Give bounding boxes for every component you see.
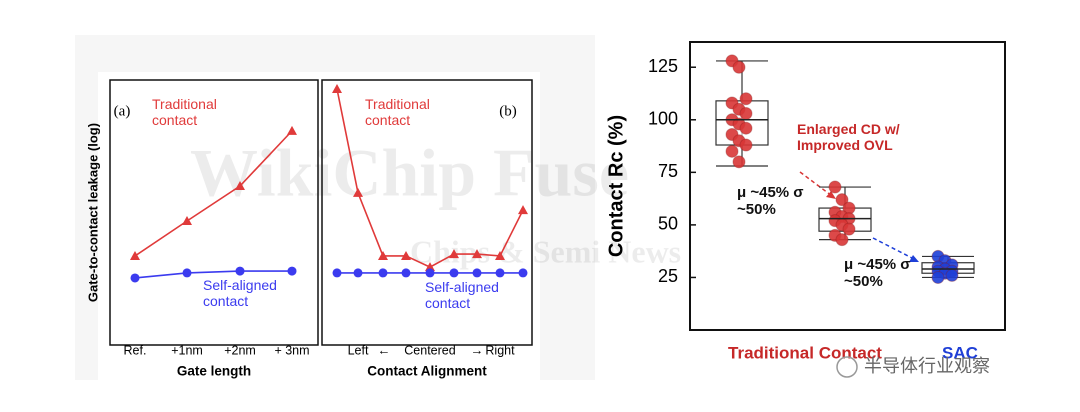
point (835, 233, 849, 247)
plot-frame (109, 79, 319, 346)
arrow-head (909, 255, 919, 262)
plot-frame (689, 41, 1006, 331)
series-label: Traditional contact (365, 96, 430, 129)
point (739, 92, 753, 106)
y-tick-label: 100 (648, 109, 678, 129)
x-arrow: → (471, 342, 484, 357)
y-tick-label: 25 (658, 266, 678, 286)
marker (182, 268, 192, 278)
x-tick-label: +2nm (224, 343, 256, 357)
x-axis-label: Gate length (177, 364, 251, 379)
right-figure-background (595, 35, 1012, 380)
marker (425, 262, 435, 272)
marker (235, 181, 245, 190)
point (945, 268, 959, 282)
x-tick-label: Traditional Contact (728, 343, 882, 362)
x-tick-label: Ref. (124, 343, 147, 357)
marker (130, 250, 140, 260)
marker (449, 249, 459, 259)
footer: 半导体行业观察 (864, 356, 990, 376)
point (739, 121, 753, 135)
y-tick-label: 125 (648, 56, 678, 76)
point (725, 144, 739, 158)
x-tick-label: + 3nm (274, 343, 309, 357)
marker (472, 268, 482, 278)
y-axis-label: Contact Rc (%) (605, 115, 627, 257)
plot-frame (321, 79, 533, 346)
marker (401, 250, 411, 260)
x-tick-label: SAC (942, 343, 978, 362)
marker (332, 84, 342, 94)
marker (353, 268, 363, 278)
marker (378, 250, 388, 260)
marker (287, 125, 297, 135)
panel-label: (a) (114, 103, 131, 119)
series-label: Traditional contact (152, 96, 217, 129)
point (732, 155, 746, 169)
arrow-head (826, 191, 836, 199)
annotation: μ ~45% σ ~50% (844, 256, 911, 291)
x-tick-label: Centered (404, 343, 455, 357)
y-tick-label: 75 (658, 161, 678, 181)
marker (472, 249, 482, 259)
point (739, 106, 753, 120)
wechat-icon (836, 356, 858, 378)
marker (518, 205, 528, 215)
marker (495, 268, 505, 278)
annotation: μ ~45% σ ~50% (737, 184, 804, 219)
series-line (134, 130, 293, 257)
marker (495, 250, 505, 260)
x-tick-label: Left (348, 343, 369, 357)
panel-label: (b) (499, 103, 517, 119)
marker (182, 215, 192, 225)
left-figure-background (98, 72, 540, 384)
marker (378, 268, 388, 278)
point (842, 222, 856, 236)
y-axis-label: Gate-to-contact leakage (log) (85, 123, 100, 302)
point (835, 193, 849, 207)
marker (287, 266, 297, 276)
watermark: Chips & Semi News (410, 233, 681, 269)
series-label: Self-aligned contact (203, 277, 277, 310)
annotation: Enlarged CD w/ Improved OVL (797, 121, 900, 154)
x-axis-label: Contact Alignment (367, 364, 487, 379)
marker (235, 266, 245, 276)
point (828, 180, 842, 194)
marker (130, 273, 140, 283)
marker (425, 268, 435, 278)
y-tick-label: 50 (658, 214, 678, 234)
x-tick-label: Right (485, 343, 515, 357)
point (732, 60, 746, 74)
x-arrow: ← (378, 342, 391, 357)
arrow (872, 237, 915, 260)
watermark: WikiChip Fuse (190, 135, 629, 211)
marker (518, 268, 528, 278)
series-label: Self-aligned contact (425, 279, 499, 312)
marker (353, 187, 363, 197)
marker (449, 268, 459, 278)
series-line (134, 270, 292, 279)
point (739, 138, 753, 152)
point (931, 270, 945, 284)
x-tick-label: +1nm (171, 343, 203, 357)
marker (401, 268, 411, 278)
marker (332, 268, 342, 278)
